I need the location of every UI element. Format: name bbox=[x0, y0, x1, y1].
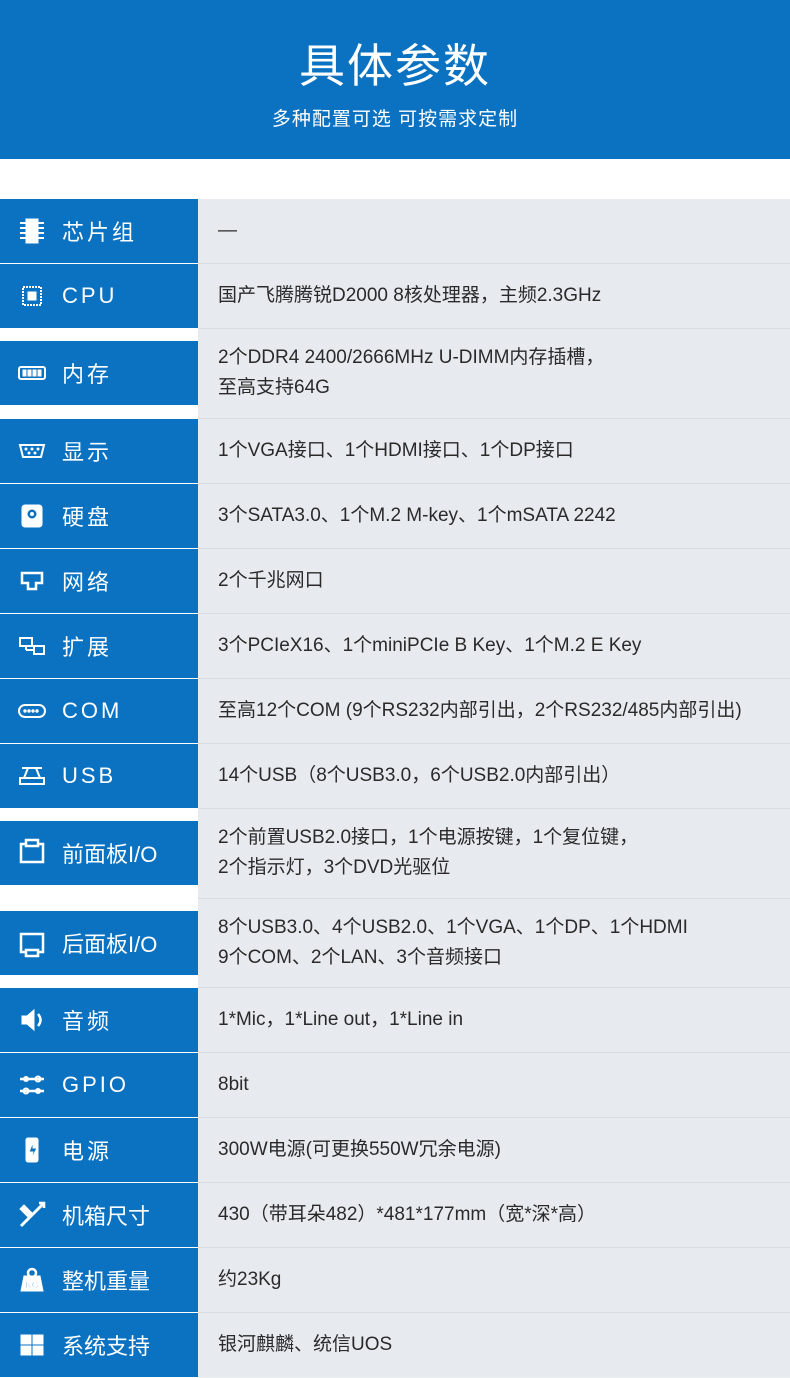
spec-table: 芯片组 — CPU 国产飞腾腾锐D2000 8核处理器，主频2.3GHz 内存 2个DDR… bbox=[0, 199, 790, 1378]
spec-label-cell: 内存 bbox=[0, 341, 198, 405]
spacer bbox=[0, 159, 790, 199]
panel-icon bbox=[14, 835, 50, 871]
spec-label-cell: COM bbox=[0, 679, 198, 743]
gpio-icon bbox=[14, 1067, 50, 1103]
spec-value: 约23Kg bbox=[198, 1248, 790, 1313]
page-title: 具体参数 bbox=[0, 30, 790, 96]
spec-label-cell: 音频 bbox=[0, 988, 198, 1052]
spec-label-cell: USB bbox=[0, 744, 198, 808]
spec-label: 电源 bbox=[62, 1134, 112, 1166]
spec-row: USB 14个USB（8个USB3.0，6个USB2.0内部引出） bbox=[0, 743, 790, 808]
spec-row: 音频 1*Mic，1*Line out，1*Line in bbox=[0, 988, 790, 1053]
spec-label-cell: 电源 bbox=[0, 1118, 198, 1182]
spec-label-cell: GPIO bbox=[0, 1053, 198, 1117]
ram-icon bbox=[14, 355, 50, 391]
spec-label-cell: 整机重量 bbox=[0, 1248, 198, 1312]
exp-icon bbox=[14, 628, 50, 664]
spec-label: 整机重量 bbox=[62, 1264, 150, 1296]
spec-value: 国产飞腾腾锐D2000 8核处理器，主频2.3GHz bbox=[198, 264, 790, 329]
spec-value: — bbox=[198, 199, 790, 264]
spec-label-cell: CPU bbox=[0, 264, 198, 328]
spec-row: 前面板I/O 2个前置USB2.0接口，1个电源按键，1个复位键，2个指示灯，3个… bbox=[0, 808, 790, 898]
spec-label-cell: 系统支持 bbox=[0, 1313, 198, 1377]
spec-label-cell: 后面板I/O bbox=[0, 911, 198, 975]
spec-row: COM 至高12个COM (9个RS232内部引出，2个RS232/485内部引出… bbox=[0, 678, 790, 743]
weight-icon bbox=[14, 1262, 50, 1298]
spec-value: 2个前置USB2.0接口，1个电源按键，1个复位键，2个指示灯，3个DVD光驱位 bbox=[198, 808, 790, 898]
spec-label: 硬盘 bbox=[62, 500, 112, 532]
spec-value: 3个SATA3.0、1个M.2 M-key、1个mSATA 2242 bbox=[198, 483, 790, 548]
page-subtitle: 多种配置可选 可按需求定制 bbox=[0, 104, 790, 131]
spec-label: 前面板I/O bbox=[62, 837, 157, 869]
spec-label-cell: 显示 bbox=[0, 419, 198, 483]
spec-label-cell: 扩展 bbox=[0, 614, 198, 678]
spec-row: 电源 300W电源(可更换550W冗余电源) bbox=[0, 1118, 790, 1183]
spec-label: 内存 bbox=[62, 357, 112, 389]
spec-label: USB bbox=[62, 763, 116, 789]
spec-label-cell: 芯片组 bbox=[0, 199, 198, 263]
spec-row: 后面板I/O 8个USB3.0、4个USB2.0、1个VGA、1个DP、1个HDM… bbox=[0, 898, 790, 988]
spec-value: 至高12个COM (9个RS232内部引出，2个RS232/485内部引出) bbox=[198, 678, 790, 743]
usb-icon bbox=[14, 758, 50, 794]
spec-label: 系统支持 bbox=[62, 1329, 150, 1361]
spec-value: 2个DDR4 2400/2666MHz U-DIMM内存插槽，至高支持64G bbox=[198, 329, 790, 419]
spec-label-cell: 硬盘 bbox=[0, 484, 198, 548]
com-icon bbox=[14, 693, 50, 729]
chip-icon bbox=[14, 213, 50, 249]
spec-row: 机箱尺寸 430（带耳朵482）*481*177mm（宽*深*高） bbox=[0, 1183, 790, 1248]
spec-value: 430（带耳朵482）*481*177mm（宽*深*高） bbox=[198, 1183, 790, 1248]
spec-label: 音频 bbox=[62, 1004, 112, 1036]
audio-icon bbox=[14, 1002, 50, 1038]
spec-value: 1*Mic，1*Line out，1*Line in bbox=[198, 988, 790, 1053]
spec-label: 机箱尺寸 bbox=[62, 1199, 150, 1231]
spec-label: CPU bbox=[62, 283, 117, 309]
spec-value: 14个USB（8个USB3.0，6个USB2.0内部引出） bbox=[198, 743, 790, 808]
spec-row: 显示 1个VGA接口、1个HDMI接口、1个DP接口 bbox=[0, 418, 790, 483]
spec-label: 扩展 bbox=[62, 630, 112, 662]
header-banner: 具体参数 多种配置可选 可按需求定制 bbox=[0, 0, 790, 159]
spec-row: 网络 2个千兆网口 bbox=[0, 548, 790, 613]
spec-value: 8个USB3.0、4个USB2.0、1个VGA、1个DP、1个HDMI9个COM… bbox=[198, 898, 790, 988]
spec-label: COM bbox=[62, 698, 122, 724]
net-icon bbox=[14, 563, 50, 599]
spec-label: 芯片组 bbox=[62, 215, 137, 247]
spec-label-cell: 机箱尺寸 bbox=[0, 1183, 198, 1247]
spec-label-cell: 前面板I/O bbox=[0, 821, 198, 885]
size-icon bbox=[14, 1197, 50, 1233]
cpu-icon bbox=[14, 278, 50, 314]
hdd-icon bbox=[14, 498, 50, 534]
spec-row: 整机重量 约23Kg bbox=[0, 1248, 790, 1313]
spec-label: 显示 bbox=[62, 435, 112, 467]
panel2-icon bbox=[14, 925, 50, 961]
spec-label: 后面板I/O bbox=[62, 927, 157, 959]
spec-row: GPIO 8bit bbox=[0, 1053, 790, 1118]
spec-row: 芯片组 — bbox=[0, 199, 790, 264]
spec-label: 网络 bbox=[62, 565, 112, 597]
spec-row: CPU 国产飞腾腾锐D2000 8核处理器，主频2.3GHz bbox=[0, 264, 790, 329]
spec-value: 3个PCIeX16、1个miniPCIe B Key、1个M.2 E Key bbox=[198, 613, 790, 678]
spec-value: 300W电源(可更换550W冗余电源) bbox=[198, 1118, 790, 1183]
power-icon bbox=[14, 1132, 50, 1168]
spec-value: 2个千兆网口 bbox=[198, 548, 790, 613]
vga-icon bbox=[14, 433, 50, 469]
spec-row: 系统支持 银河麒麟、统信UOS bbox=[0, 1313, 790, 1378]
spec-row: 扩展 3个PCIeX16、1个miniPCIe B Key、1个M.2 E Key bbox=[0, 613, 790, 678]
os-icon bbox=[14, 1327, 50, 1363]
spec-value: 1个VGA接口、1个HDMI接口、1个DP接口 bbox=[198, 418, 790, 483]
spec-value: 8bit bbox=[198, 1053, 790, 1118]
spec-row: 内存 2个DDR4 2400/2666MHz U-DIMM内存插槽，至高支持64G bbox=[0, 329, 790, 419]
spec-value: 银河麒麟、统信UOS bbox=[198, 1313, 790, 1378]
spec-row: 硬盘 3个SATA3.0、1个M.2 M-key、1个mSATA 2242 bbox=[0, 483, 790, 548]
spec-label-cell: 网络 bbox=[0, 549, 198, 613]
spec-label: GPIO bbox=[62, 1072, 129, 1098]
